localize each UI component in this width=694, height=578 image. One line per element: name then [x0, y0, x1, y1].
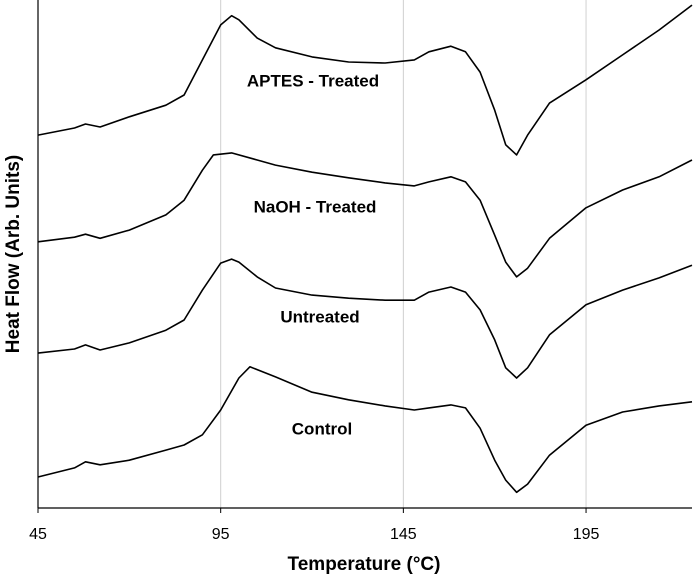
x-tick-label: 95: [212, 526, 230, 543]
x-tick-label: 45: [29, 526, 47, 543]
x-tick-label: 195: [573, 526, 600, 543]
series-label: Untreated: [280, 307, 359, 326]
series-label: Control: [292, 419, 352, 438]
series-label: NaOH - Treated: [254, 197, 377, 216]
data-line: [37, 4, 693, 156]
y-axis-label: Heat Flow (Arb. Units): [3, 155, 24, 353]
data-line: [37, 258, 693, 379]
data-line: [37, 152, 693, 278]
x-tick-label: 145: [390, 526, 417, 543]
data-line: [37, 366, 693, 494]
x-axis-label: Temperature (°C): [288, 554, 441, 575]
series-label: APTES - Treated: [247, 71, 379, 90]
